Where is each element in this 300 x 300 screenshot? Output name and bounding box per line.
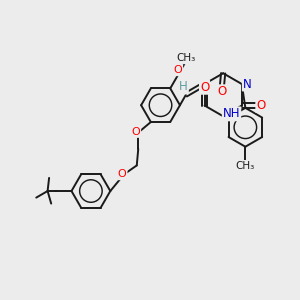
Text: CH₃: CH₃ — [236, 161, 255, 171]
Text: CH₃: CH₃ — [176, 53, 195, 63]
Text: O: O — [131, 127, 140, 137]
Text: H: H — [179, 80, 188, 94]
Text: NH: NH — [223, 107, 240, 120]
Text: O: O — [256, 99, 266, 112]
Text: O: O — [217, 85, 226, 98]
Text: O: O — [173, 65, 182, 75]
Text: N: N — [243, 77, 251, 91]
Text: O: O — [118, 169, 127, 179]
Text: O: O — [200, 81, 209, 94]
